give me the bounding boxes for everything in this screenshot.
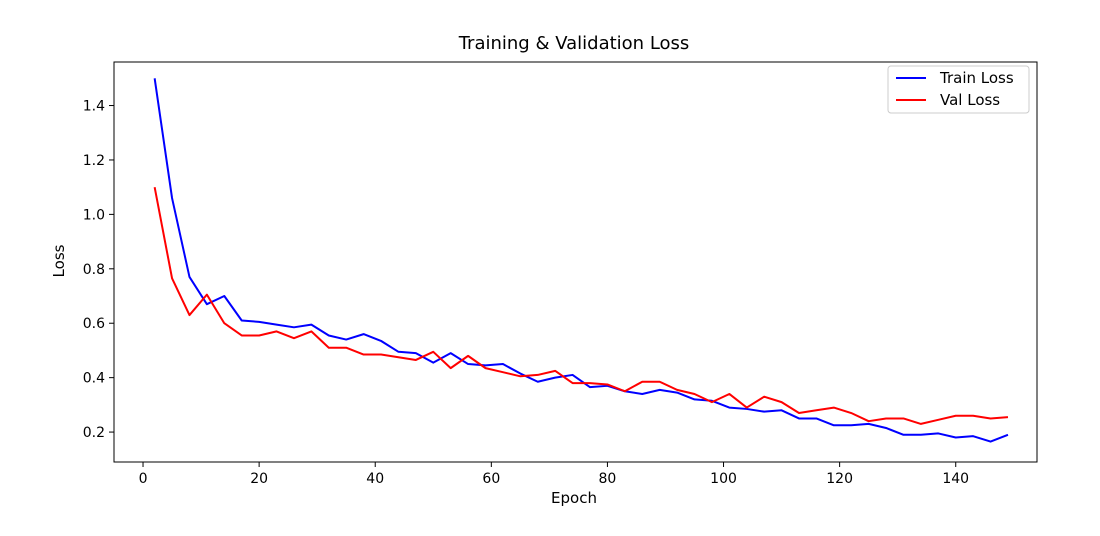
chart-title: Training & Validation Loss: [458, 33, 690, 54]
plot-lines: [153, 78, 1009, 443]
y-axis-label: Loss: [50, 244, 68, 277]
x-tick-label: 60: [482, 471, 500, 487]
y-tick-label: 1.2: [83, 153, 105, 169]
y-tick-label: 1.0: [83, 207, 105, 223]
y-tick-label: 0.2: [83, 425, 105, 441]
y-tick-label: 0.4: [83, 371, 105, 387]
legend: Train Loss Val Loss: [887, 65, 1030, 114]
x-tick-label: 40: [366, 471, 384, 487]
x-tick-label: 100: [710, 471, 737, 487]
y-tick-label: 0.6: [83, 316, 105, 332]
legend-label-val-loss: Val Loss: [940, 91, 1000, 109]
x-tick-label: 80: [599, 471, 617, 487]
train-loss-line: [153, 78, 1009, 443]
y-tick-label: 0.8: [83, 262, 105, 278]
y-tick-label: 1.4: [83, 99, 105, 115]
x-tick-label: 0: [139, 471, 148, 487]
x-tick-label: 20: [250, 471, 268, 487]
plot-area-frame: [113, 61, 1038, 463]
val-loss-line: [153, 186, 1009, 425]
x-tick-label: 140: [942, 471, 969, 487]
legend-label-train-loss: Train Loss: [939, 69, 1014, 87]
x-axis-label: Epoch: [551, 489, 597, 507]
x-tick-label: 120: [826, 471, 853, 487]
axis-ticks: 0 20 40 60 80 100 120 140 0.2 0.4 0.6 0.8 1.0 1.2 1.4: [83, 99, 969, 487]
